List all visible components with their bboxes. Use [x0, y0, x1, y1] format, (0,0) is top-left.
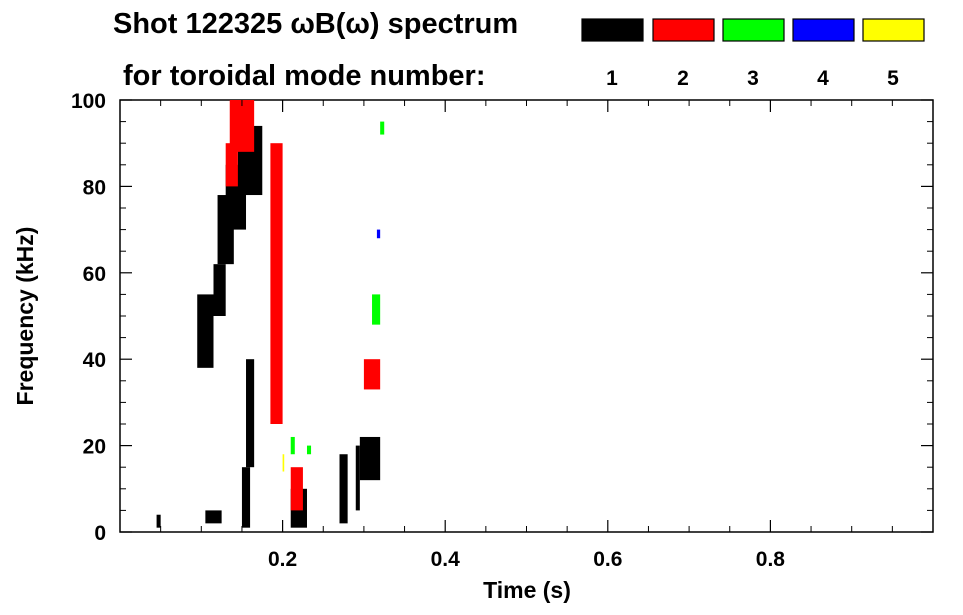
legend-swatch-mode-5 [862, 18, 925, 42]
region-mode-3-19 [306, 445, 312, 455]
x-tick-label-0.4: 0.4 [431, 548, 461, 571]
y-tick-label-40: 40 [83, 349, 106, 372]
legend-label-mode-3: 3 [747, 67, 759, 90]
region-mode-5-23 [282, 454, 285, 472]
y-tick-label-80: 80 [83, 176, 106, 199]
y-tick-label-100: 100 [71, 90, 106, 113]
legend-label-mode-5: 5 [887, 67, 899, 90]
region-mode-4-22 [376, 229, 381, 239]
y-tick-label-20: 20 [83, 436, 106, 459]
legend-label-mode-1: 1 [606, 67, 618, 90]
region-mode-1-3 [213, 264, 226, 316]
legend-swatch-mode-4 [792, 18, 855, 42]
spectrum-regions [156, 100, 385, 528]
y-tick-label-0: 0 [94, 522, 106, 545]
region-mode-2-15 [270, 143, 283, 424]
region-mode-2-17 [363, 359, 381, 390]
chart-title-line1: Shot 122325 ωB(ω) spectrum [113, 8, 518, 40]
x-tick-label-0.6: 0.6 [593, 548, 622, 571]
legend-label-mode-2: 2 [677, 67, 689, 90]
legend-label-mode-4: 4 [817, 67, 829, 90]
region-mode-1-10 [339, 454, 348, 524]
region-mode-1-8 [246, 359, 255, 468]
x-tick-label-0.8: 0.8 [756, 548, 786, 571]
region-mode-3-18 [290, 436, 295, 455]
legend-swatch-mode-2 [652, 18, 715, 42]
legend-swatch-mode-1 [581, 18, 644, 42]
region-mode-1-7 [241, 467, 251, 528]
y-axis-label: Frequency (kHz) [12, 227, 38, 406]
axis-ticks: 0 20 40 60 80 100 0.2 0.4 0.6 0.8 [71, 90, 933, 571]
region-mode-2-16 [290, 467, 303, 511]
legend: 1 2 3 4 5 [581, 18, 925, 90]
region-mode-2-14 [225, 143, 238, 187]
chart-title-line2: for toroidal mode number: [123, 60, 486, 92]
region-mode-1-2 [197, 294, 214, 368]
region-mode-1-0 [156, 514, 161, 528]
y-tick-label-60: 60 [83, 263, 106, 286]
region-mode-3-21 [380, 121, 385, 135]
region-mode-1-11 [355, 445, 360, 511]
legend-swatch-mode-3 [722, 18, 785, 42]
x-axis-label: Time (s) [483, 577, 571, 603]
region-mode-1-12 [359, 436, 381, 481]
x-tick-label-0.2: 0.2 [268, 548, 297, 571]
region-mode-3-20 [372, 294, 381, 325]
region-mode-1-1 [205, 510, 222, 524]
